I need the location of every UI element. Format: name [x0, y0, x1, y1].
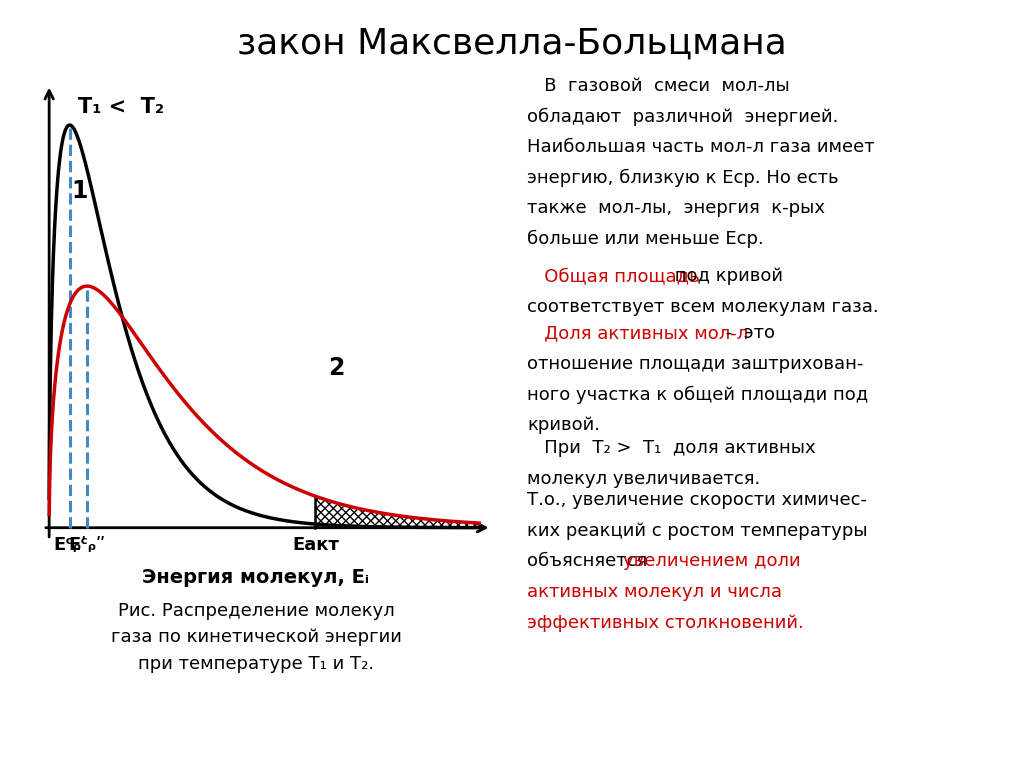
- Text: объясняется: объясняется: [527, 552, 653, 570]
- Text: Наибольшая часть мол-л газа имеет: Наибольшая часть мол-л газа имеет: [527, 138, 874, 156]
- Text: больше или меньше Еср.: больше или меньше Еср.: [527, 230, 764, 249]
- Text: При  T₂ >  T₁  доля активных: При T₂ > T₁ доля активных: [527, 439, 816, 457]
- Text: обладают  различной  энергией.: обладают различной энергией.: [527, 107, 839, 126]
- Text: эффективных столкновений.: эффективных столкновений.: [527, 614, 804, 631]
- Text: Рис. Распределение молекул
газа по кинетической энергии
при температуре T₁ и T₂.: Рис. Распределение молекул газа по кинет…: [111, 602, 401, 673]
- Text: Энергия молекул, Eᵢ: Энергия молекул, Eᵢ: [142, 568, 370, 587]
- Text: под кривой: под кривой: [669, 267, 782, 285]
- Text: Eᶜᵨʹ: Eᶜᵨʹ: [53, 536, 86, 554]
- Text: увеличением доли: увеличением доли: [623, 552, 800, 570]
- Text: ких реакций с ростом температуры: ких реакций с ростом температуры: [527, 522, 868, 539]
- Text: закон Максвелла-Больцмана: закон Максвелла-Больцмана: [238, 27, 786, 61]
- Text: энергию, близкую к Еср. Но есть: энергию, близкую к Еср. Но есть: [527, 169, 839, 187]
- Text: Eᶜᵨʺ: Eᶜᵨʺ: [69, 536, 105, 554]
- Text: соответствует всем молекулам газа.: соответствует всем молекулам газа.: [527, 298, 879, 315]
- Text: 1: 1: [72, 179, 88, 202]
- Text: кривой.: кривой.: [527, 416, 600, 434]
- Text: -  это: - это: [720, 324, 775, 342]
- Text: отношение площади заштрихован-: отношение площади заштрихован-: [527, 355, 863, 373]
- Text: Общая площадь: Общая площадь: [527, 267, 700, 285]
- Text: 2: 2: [328, 356, 344, 380]
- Text: ного участка к общей площади под: ного участка к общей площади под: [527, 386, 868, 404]
- Text: активных молекул и числа: активных молекул и числа: [527, 583, 782, 601]
- Text: T₁ <  T₂: T₁ < T₂: [78, 97, 164, 117]
- Text: Доля активных мол-л: Доля активных мол-л: [527, 324, 749, 342]
- Text: Eакт: Eакт: [292, 536, 339, 554]
- Text: Т.о., увеличение скорости химичес-: Т.о., увеличение скорости химичес-: [527, 491, 867, 509]
- Text: В  газовой  смеси  мол-лы: В газовой смеси мол-лы: [527, 77, 791, 94]
- Text: молекул увеличивается.: молекул увеличивается.: [527, 470, 761, 488]
- Text: также  мол-лы,  энергия  к-рых: также мол-лы, энергия к-рых: [527, 199, 825, 217]
